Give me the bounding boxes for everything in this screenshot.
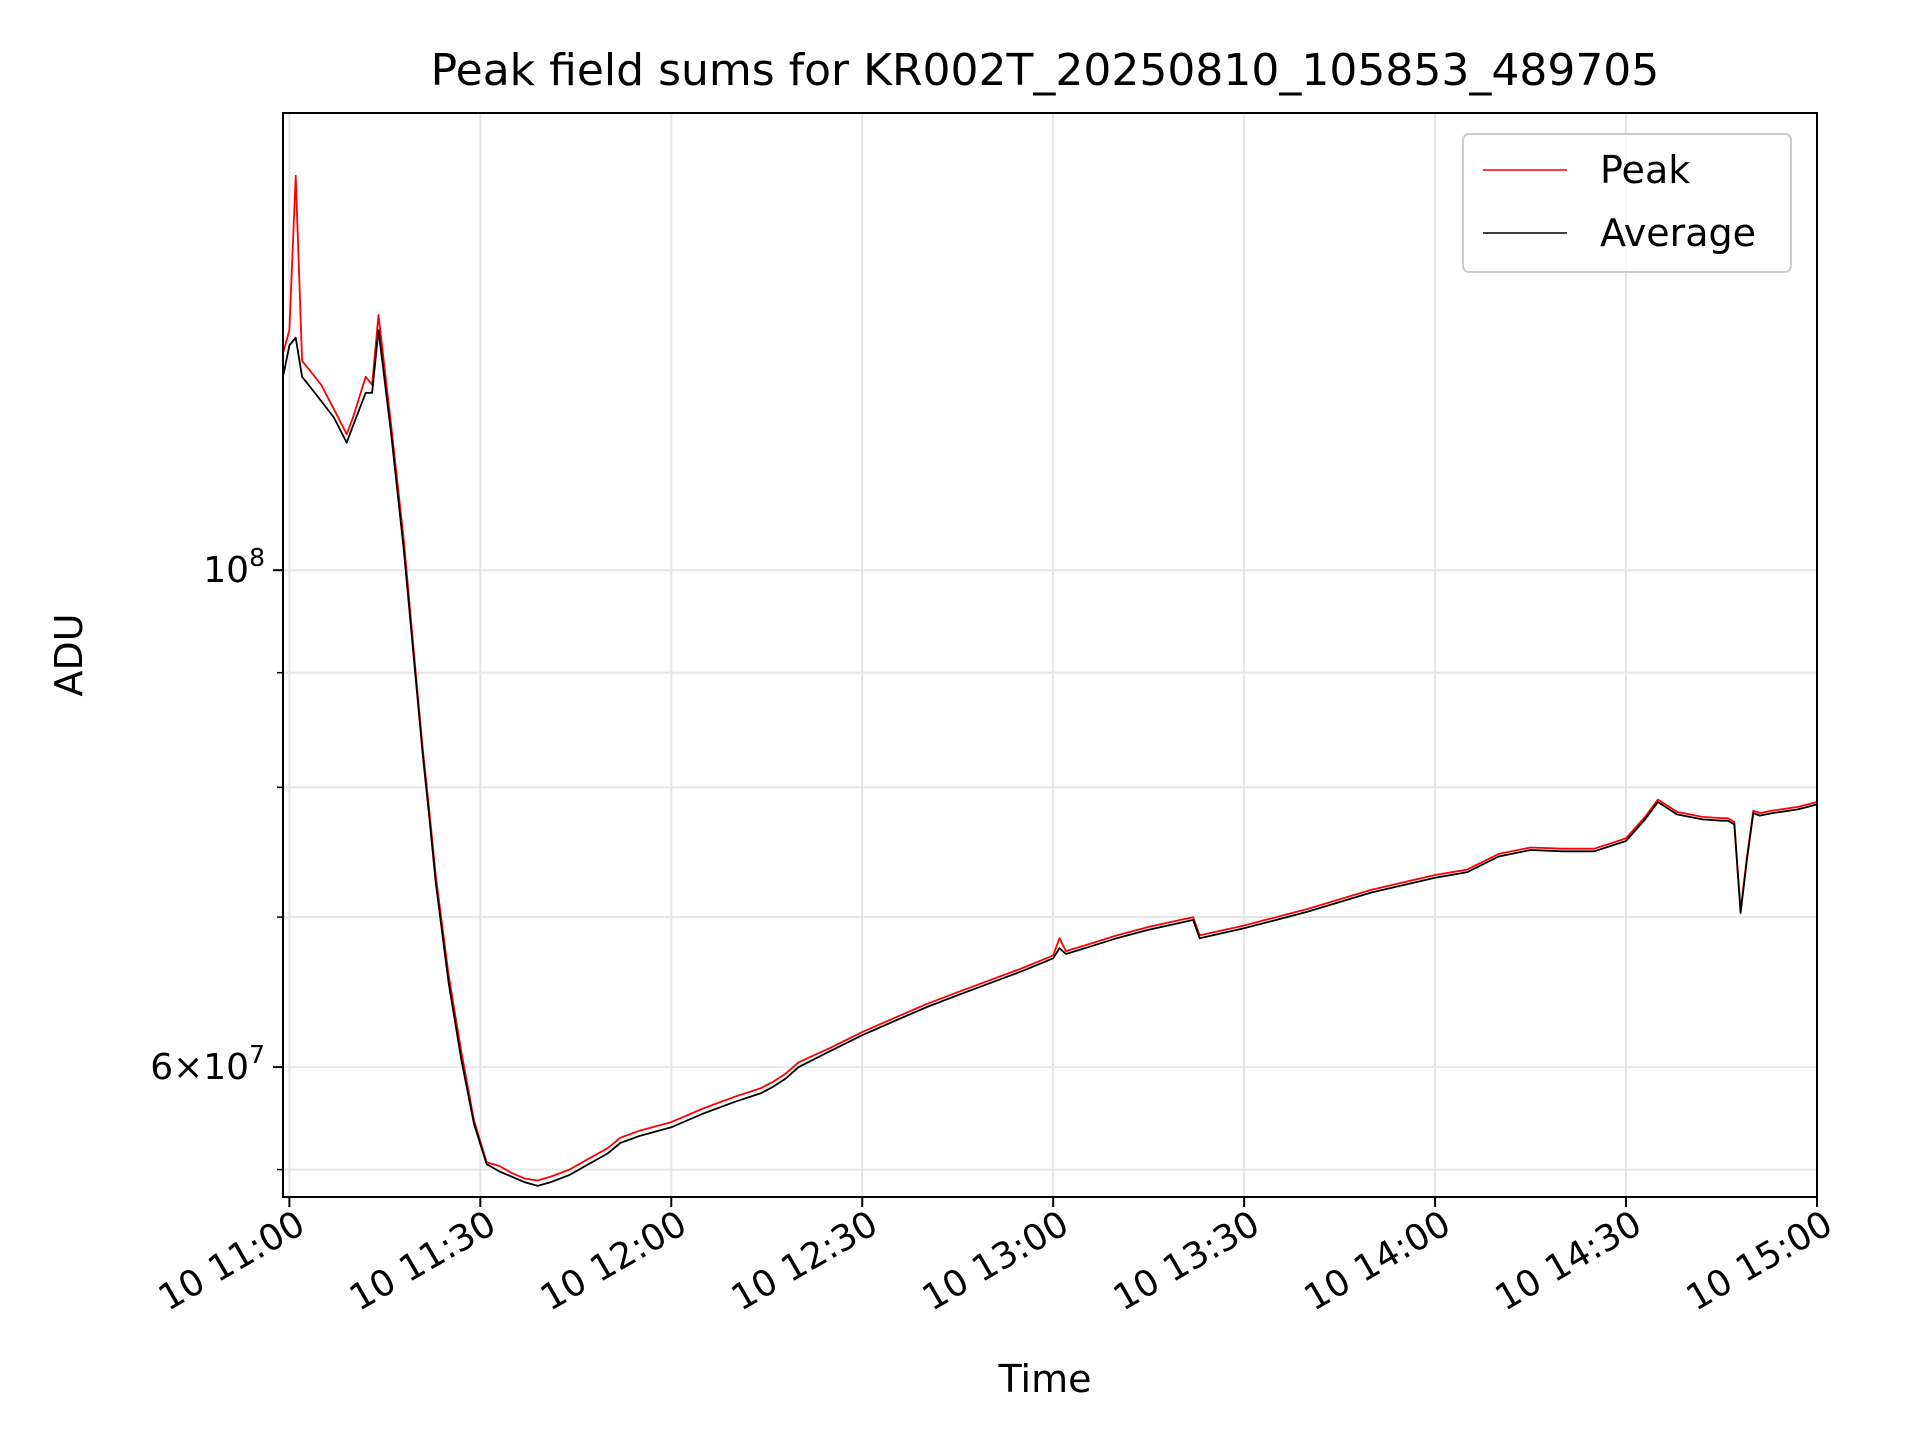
series-layer bbox=[283, 174, 1817, 1187]
chart-title: Peak field sums for KR002T_20250810_1058… bbox=[431, 45, 1660, 96]
y-axis-label: ADU bbox=[47, 613, 91, 696]
legend-frame bbox=[1462, 133, 1792, 273]
x-axis-label: Time bbox=[998, 1357, 1092, 1401]
series-line-peak bbox=[283, 174, 1817, 1182]
legend-label-peak: Peak bbox=[1600, 148, 1690, 192]
legend: Peak Average bbox=[1462, 133, 1792, 273]
y-tick-label: 6×107 bbox=[150, 1040, 265, 1088]
legend-label-average: Average bbox=[1600, 211, 1756, 255]
plot-frame bbox=[282, 112, 1818, 1198]
series-line-average bbox=[283, 329, 1817, 1187]
